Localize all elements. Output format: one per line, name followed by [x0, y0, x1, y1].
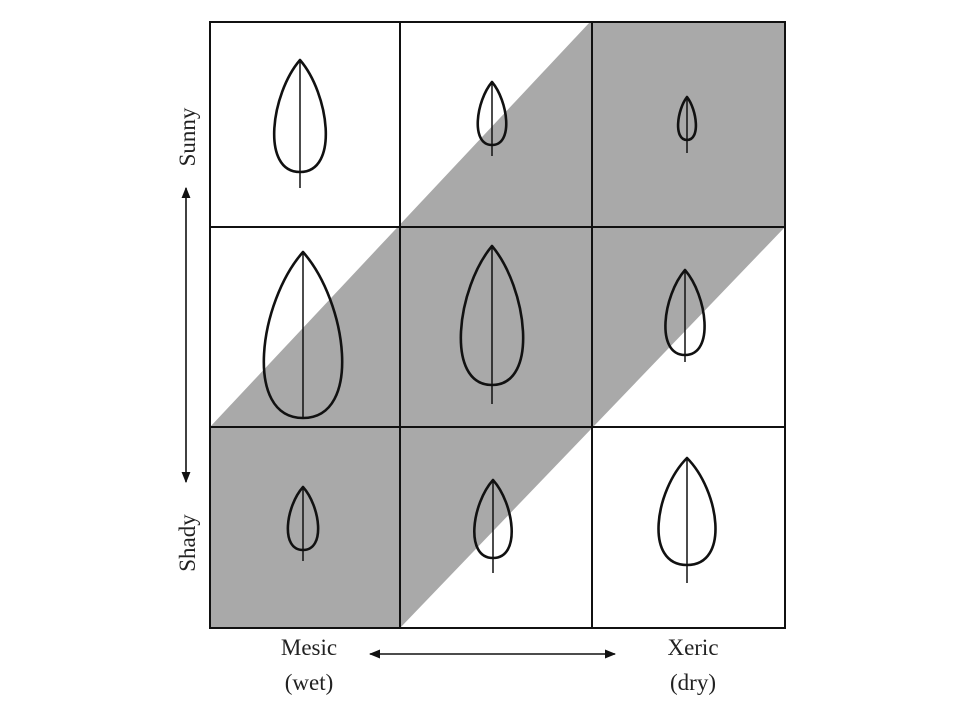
leaves: [262, 58, 717, 583]
axis-label-left: Mesic: [281, 635, 337, 660]
axis-label-top: Sunny: [175, 107, 200, 166]
axis-label-right: (dry): [670, 670, 716, 695]
grid-border: [209, 21, 786, 629]
axis-label-bottom: Shady: [175, 514, 200, 572]
axis-label-right: Xeric: [667, 635, 718, 660]
shaded-band: [210, 22, 785, 628]
axis-label-left: (wet): [285, 670, 334, 695]
